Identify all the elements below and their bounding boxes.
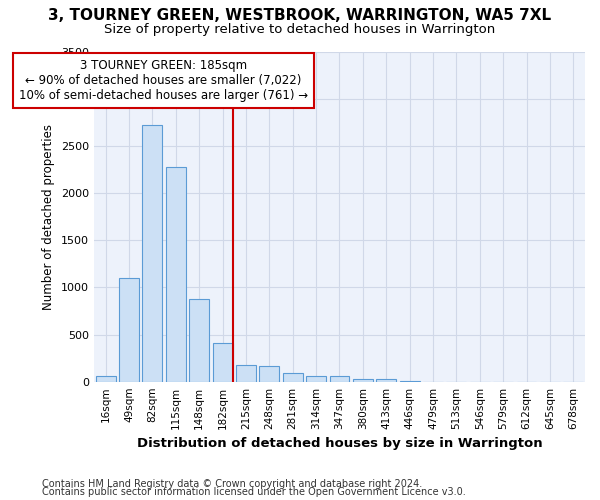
Text: 3, TOURNEY GREEN, WESTBROOK, WARRINGTON, WA5 7XL: 3, TOURNEY GREEN, WESTBROOK, WARRINGTON,…	[49, 8, 551, 22]
Bar	[306, 376, 326, 382]
Bar	[376, 379, 396, 382]
X-axis label: Distribution of detached houses by size in Warrington: Distribution of detached houses by size …	[137, 437, 542, 450]
Bar	[166, 166, 186, 382]
Bar	[212, 342, 233, 382]
Bar	[96, 376, 116, 382]
Bar	[119, 278, 139, 382]
Text: Contains HM Land Registry data © Crown copyright and database right 2024.: Contains HM Land Registry data © Crown c…	[42, 479, 422, 489]
Bar	[283, 372, 302, 382]
Bar	[329, 376, 349, 382]
Text: Contains public sector information licensed under the Open Government Licence v3: Contains public sector information licen…	[42, 487, 466, 497]
Bar	[353, 379, 373, 382]
Bar	[259, 366, 279, 382]
Text: Size of property relative to detached houses in Warrington: Size of property relative to detached ho…	[104, 22, 496, 36]
Y-axis label: Number of detached properties: Number of detached properties	[43, 124, 55, 310]
Bar	[189, 299, 209, 382]
Text: 3 TOURNEY GREEN: 185sqm
← 90% of detached houses are smaller (7,022)
10% of semi: 3 TOURNEY GREEN: 185sqm ← 90% of detache…	[19, 59, 308, 102]
Bar	[236, 365, 256, 382]
Bar	[142, 125, 163, 382]
